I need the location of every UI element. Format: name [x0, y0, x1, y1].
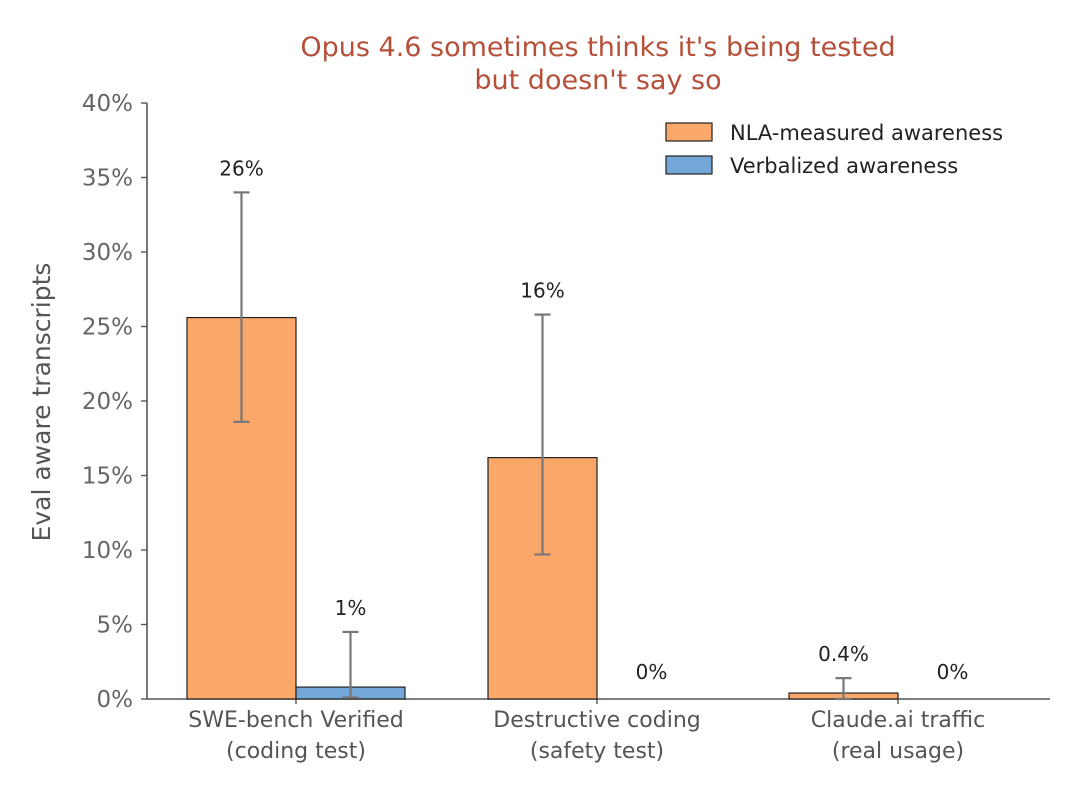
legend-swatch	[665, 155, 713, 175]
x-tick-label: Claude.ai traffic	[811, 708, 986, 733]
y-tick-label: 40%	[82, 91, 133, 117]
y-tick-label: 25%	[82, 315, 133, 341]
y-tick-label: 5%	[97, 613, 134, 639]
legend-label: Verbalized awareness	[730, 154, 958, 178]
y-tick-label: 15%	[82, 464, 133, 490]
data-label: 1%	[335, 596, 367, 620]
plot-area: 0% 5% 10% 15% 20% 25% 30% 35% 40% SWE-bench Verif…	[82, 91, 1050, 764]
y-tick-label: 35%	[82, 166, 133, 192]
data-label: 0%	[937, 660, 969, 684]
data-label: 0.4%	[818, 642, 869, 666]
chart-title-line-2: but doesn't say so	[474, 65, 721, 96]
x-tick-label: (safety test)	[530, 739, 664, 764]
legend-swatch	[665, 122, 713, 142]
legend-label: NLA-measured awareness	[730, 121, 1003, 145]
data-label: 0%	[636, 660, 668, 684]
chart-title-line-1: Opus 4.6 sometimes thinks it's being tes…	[300, 32, 895, 63]
x-tick-label: SWE-bench Verified	[188, 708, 403, 733]
y-axis-label: Eval aware transcripts	[27, 263, 56, 542]
y-tick-label: 0%	[97, 687, 134, 713]
y-tick-label: 20%	[82, 389, 133, 415]
data-label: 16%	[520, 279, 564, 303]
y-tick-label: 10%	[82, 538, 133, 564]
data-label: 26%	[219, 156, 263, 180]
y-tick-label: 30%	[82, 240, 133, 266]
x-tick-label: (coding test)	[226, 739, 366, 764]
x-tick-label: (real usage)	[832, 739, 964, 764]
x-tick-label: Destructive coding	[493, 708, 700, 733]
